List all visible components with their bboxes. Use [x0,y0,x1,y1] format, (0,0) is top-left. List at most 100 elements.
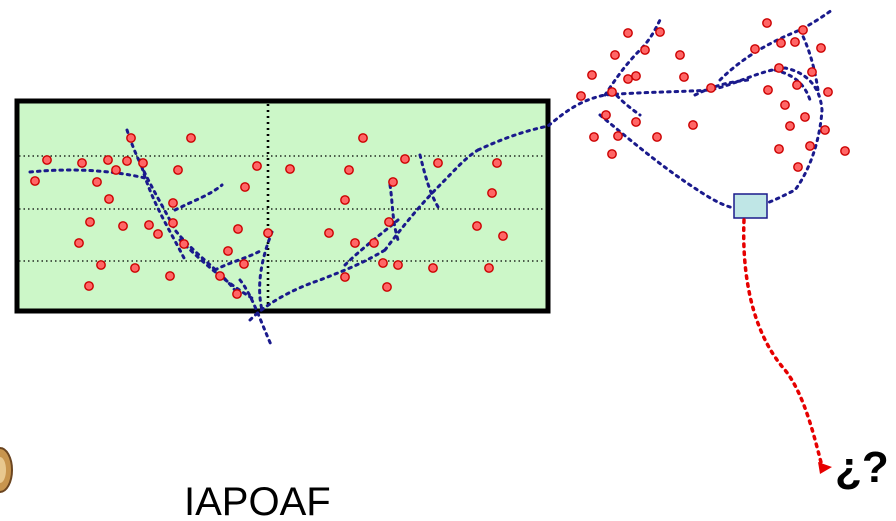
red-dot [823,87,833,97]
red-dot [186,133,196,143]
red-dot [324,228,334,238]
red-dot [840,146,850,156]
red-dot [780,100,790,110]
red-dot [393,260,403,270]
red-dot [384,217,394,227]
red-dot [382,282,392,292]
red-dot [631,71,641,81]
red-dot [42,155,52,165]
red-dots-group [30,18,850,299]
red-dot [613,131,623,141]
red-dot [223,246,233,256]
blue-path-segment [138,158,187,262]
red-dot [358,133,368,143]
blue-path-segment [798,28,820,92]
blue-path-segment [28,168,147,180]
blue-path-segment [248,248,387,322]
red-dot [369,238,379,248]
red-dot [805,141,815,151]
red-dot [492,158,502,168]
red-dot [130,263,140,273]
red-dot [472,221,482,231]
red-dot [762,18,772,28]
red-dot [607,149,617,159]
red-dot [750,44,760,54]
blue-path-segment [173,183,224,212]
red-dot [215,271,225,281]
red-dot [576,91,586,101]
red-dot [793,162,803,172]
red-dot [428,263,438,273]
blue-path-segment [383,148,480,252]
red-dot [263,228,273,238]
red-dot [344,165,354,175]
red-dot [350,238,360,248]
red-dot [706,83,716,93]
red-dot [785,121,795,131]
red-dot [601,110,611,120]
red-dot [652,132,662,142]
red-dot [400,154,410,164]
red-dot [118,221,128,231]
red-dot [96,260,106,270]
red-dot [631,117,641,127]
field-area [14,98,551,314]
red-dot [792,80,802,90]
red-dot [111,165,121,175]
blue-path-segment [476,66,824,205]
red-dot [74,238,84,248]
red-dot [153,229,163,239]
red-dot [790,37,800,47]
red-dot [239,259,249,269]
red-dot [378,258,388,268]
red-dot [607,87,617,97]
red-dot [340,272,350,282]
red-dot [126,133,136,143]
red-dot [233,224,243,234]
red-dot [285,164,295,174]
red-dot [776,38,786,48]
red-dot [433,158,443,168]
red-dot [252,161,262,171]
blue-path-segment [598,113,736,210]
blue-path-segment [418,153,442,212]
red-dot [688,120,698,130]
red-dot [498,231,508,241]
red-dot [173,165,183,175]
red-dot [610,50,620,60]
red-dot [774,63,784,73]
red-dot [589,132,599,142]
blue-path-segment [718,8,834,82]
name-label: IAPOAF [184,480,331,521]
red-dot [623,28,633,38]
blue-path-segment [238,278,274,349]
red-dot [816,43,826,53]
red-dot [30,176,40,186]
red-dot [484,263,494,273]
red-dot [388,177,398,187]
red-dot [168,198,178,208]
blue-path-segment [213,248,264,272]
emblem-logo [0,447,13,493]
red-dot [820,125,830,135]
red-dot [763,85,773,95]
blue-path-segment [693,78,750,97]
red-dot [138,158,148,168]
blue-path-segment [258,230,274,312]
red-dot [640,45,650,55]
collector-box [733,193,768,219]
red-dot [774,144,784,154]
red-output-path [741,218,824,468]
red-dot [487,188,497,198]
red-dot [800,112,810,122]
red-dot [675,50,685,60]
red-dot [679,72,689,82]
question-label: ¿? [835,443,889,492]
red-dot [798,25,808,35]
red-dot [92,177,102,187]
red-dot [104,194,114,204]
red-dot [84,281,94,291]
red-dot [807,67,817,77]
red-dot [165,271,175,281]
blue-path-segment [603,18,662,97]
